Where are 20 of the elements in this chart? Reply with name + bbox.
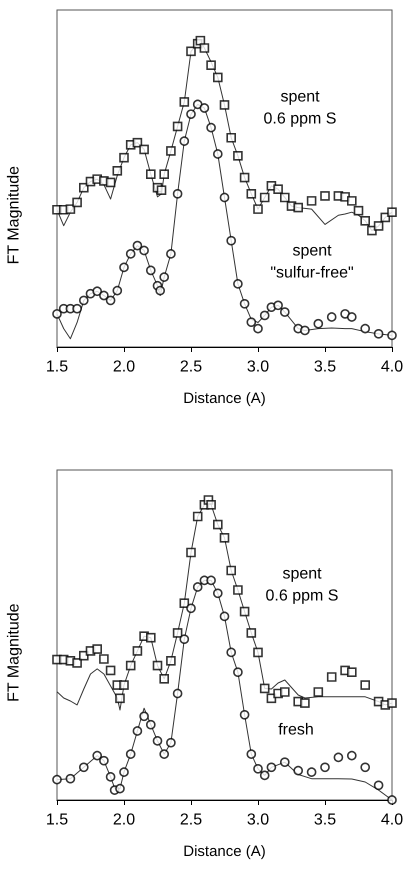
annotation: spent 0.6 ppm S (266, 566, 338, 604)
x-tick-label: 2.0 (112, 358, 136, 376)
x-tick-label: 1.5 (46, 358, 68, 376)
x-tick-label: 4.0 (380, 812, 404, 828)
x-axis-title: Distance (A) (183, 390, 266, 407)
x-tick-label: 3.5 (314, 812, 336, 828)
x-tick-label: 2.0 (112, 812, 136, 828)
annotation: spent 0.6 ppm S (264, 88, 336, 128)
x-tick-label: 4.0 (380, 358, 404, 376)
x-tick-label: 3.0 (246, 358, 270, 376)
x-tick-label: 3.5 (314, 358, 336, 376)
x-tick-label: 3.0 (246, 812, 270, 828)
annotation: spent "sulfur-free" (270, 242, 354, 282)
x-axis-title: Distance (A) (183, 843, 266, 860)
annotation: fresh (278, 722, 314, 738)
x-tick-label: 2.5 (180, 358, 202, 376)
x-tick-label: 2.5 (180, 812, 202, 828)
y-axis-title: FT Magnitude (6, 603, 22, 702)
y-axis-title: FT Magnitude (6, 166, 22, 264)
x-tick-label: 1.5 (46, 812, 68, 828)
